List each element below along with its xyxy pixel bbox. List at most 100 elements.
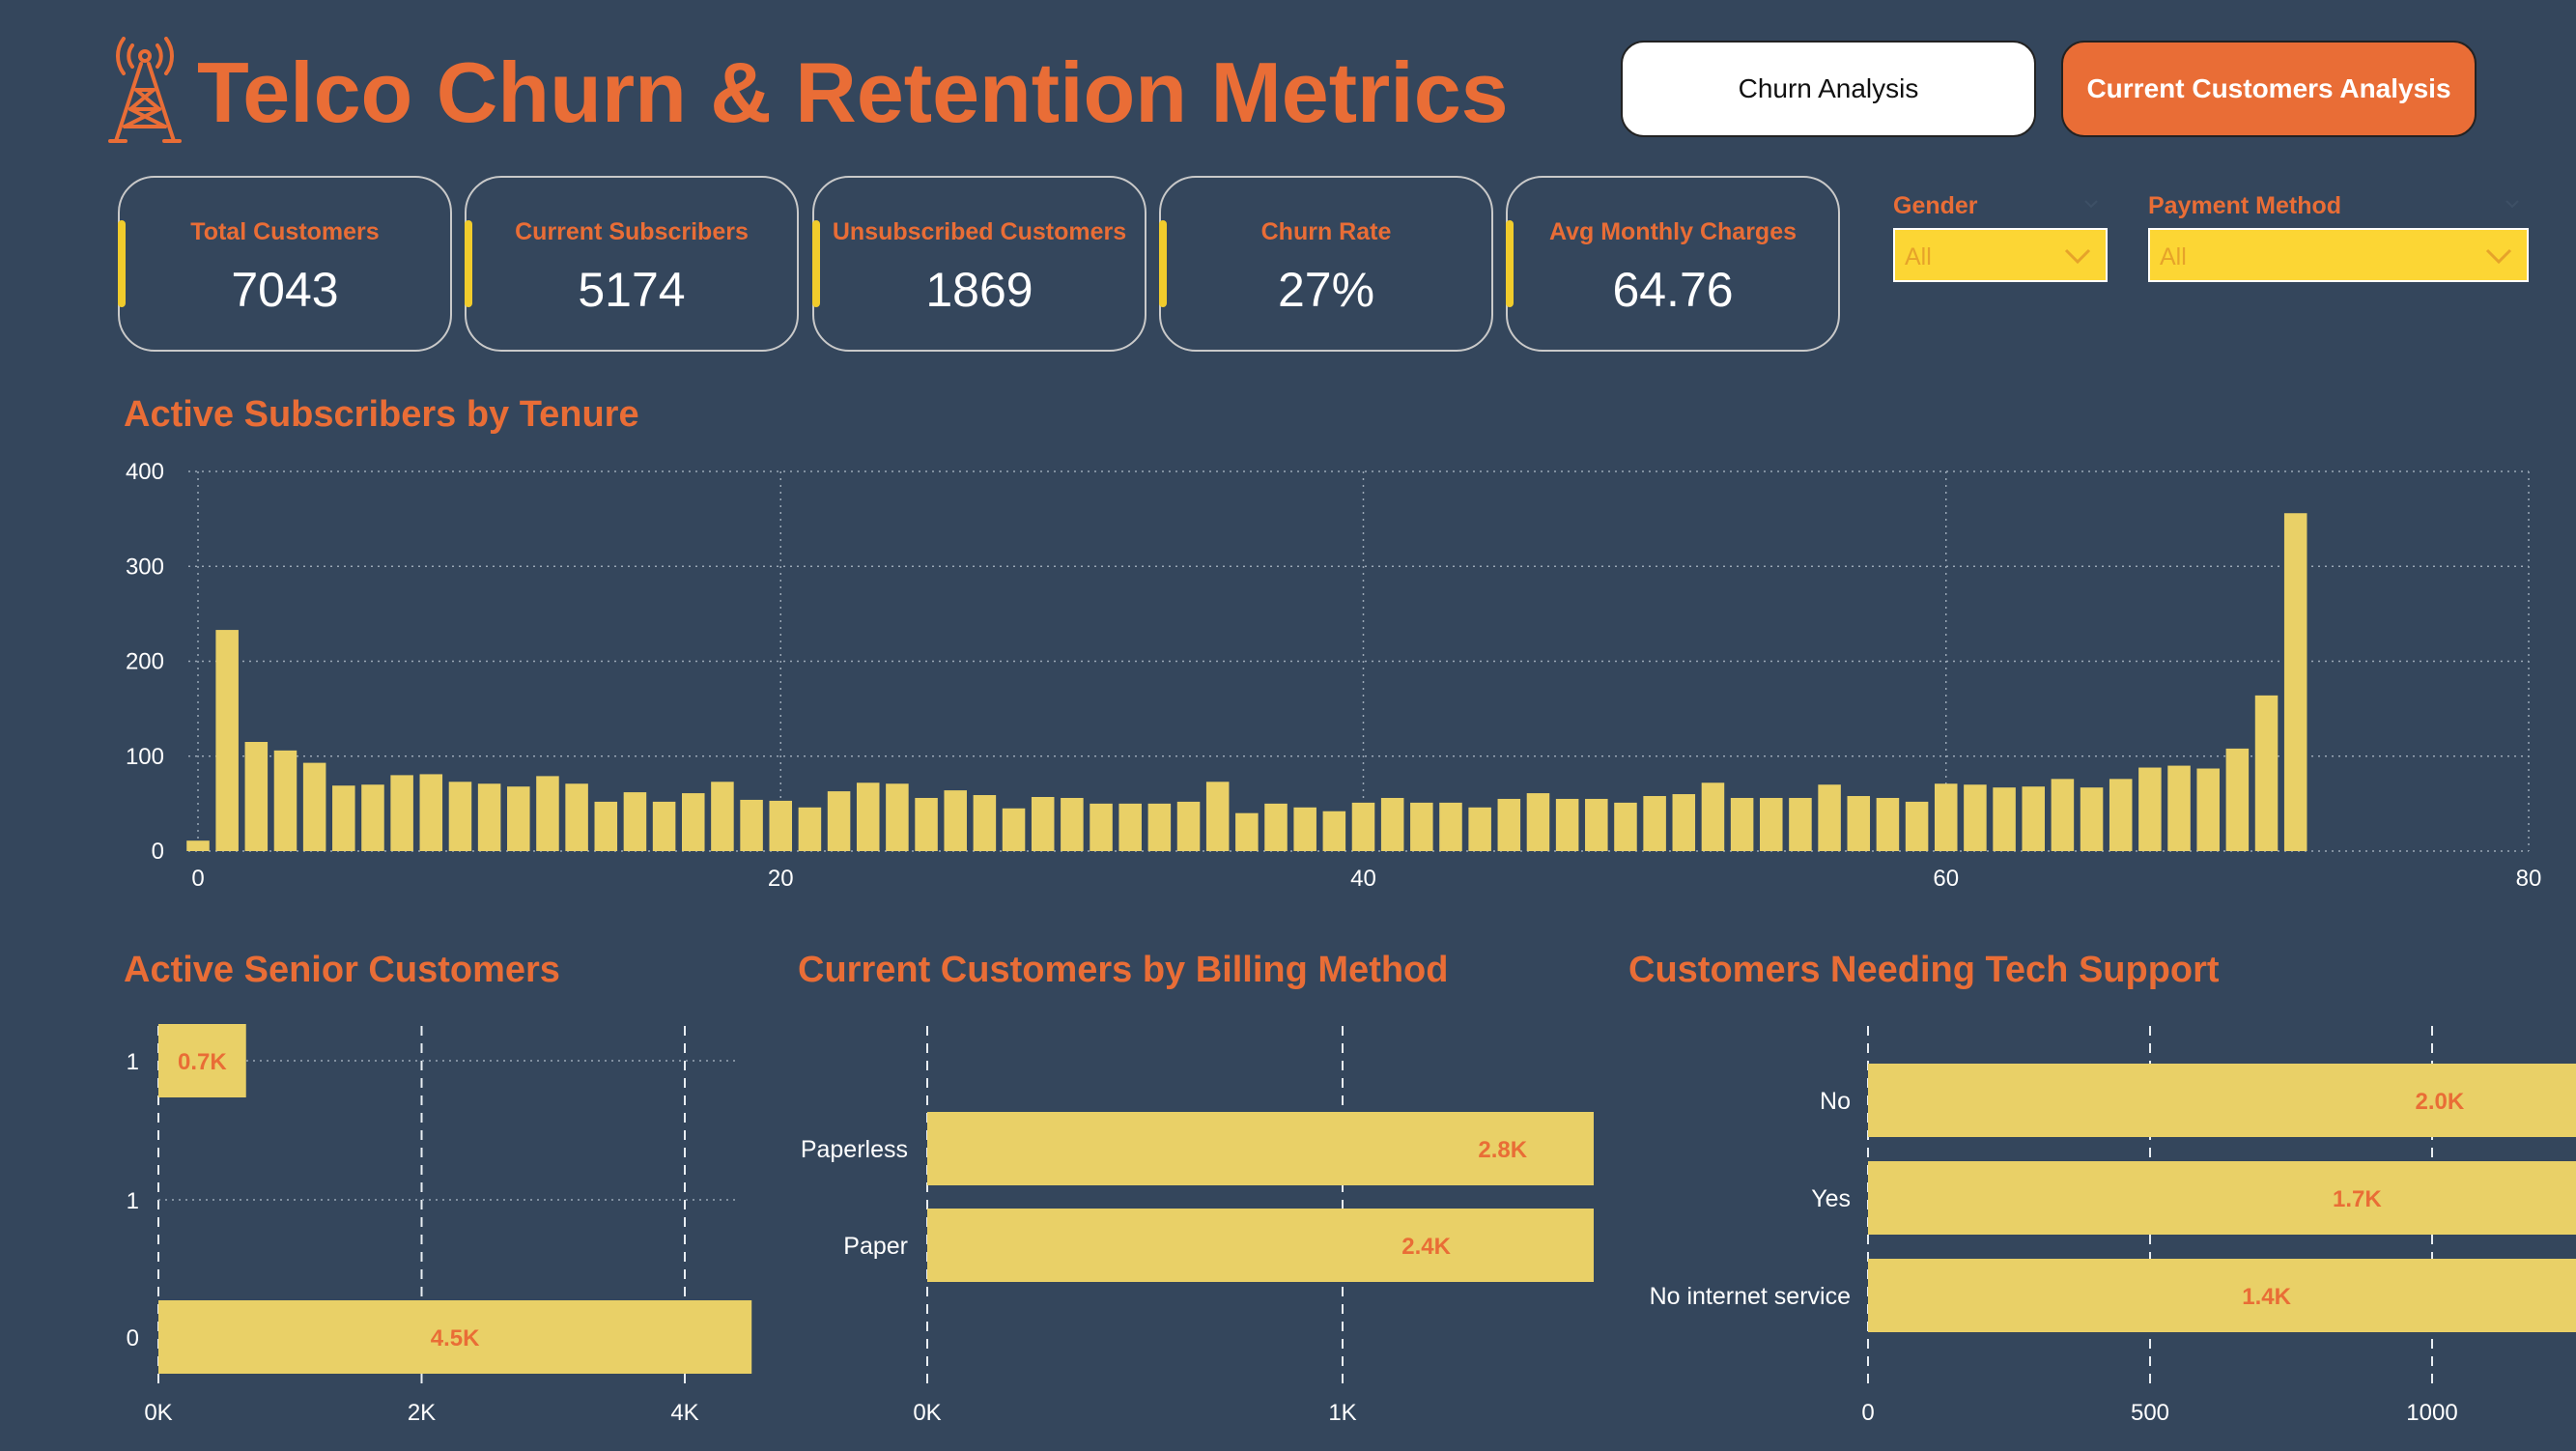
kpi-label: Avg Monthly Charges	[1548, 218, 1798, 245]
kpi-card-avg-monthly-charges: Avg Monthly Charges 64.76	[1506, 176, 1840, 352]
tenure-bar	[652, 801, 676, 851]
tenure-bar	[1380, 797, 1404, 851]
tenure-bar	[827, 791, 851, 851]
x-tick-label: 60	[1933, 866, 1959, 892]
tenure-bar	[2051, 779, 2075, 851]
bar	[158, 1300, 752, 1374]
tenure-bar	[1497, 798, 1521, 851]
x-tick-label: 0K	[144, 1400, 172, 1426]
tenure-bar	[798, 807, 822, 851]
tenure-bar	[1526, 793, 1550, 851]
tenure-bar	[390, 775, 413, 851]
tenure-bar	[769, 800, 793, 851]
tenure-bar	[302, 762, 326, 851]
tenure-bar	[2254, 695, 2279, 851]
category-label: Yes	[1811, 1185, 1851, 1212]
tenure-bar	[944, 790, 967, 851]
x-tick-label: 4K	[670, 1400, 698, 1426]
tenure-bar	[1264, 803, 1288, 851]
x-tick-label: 20	[768, 866, 794, 892]
data-label: 4.5K	[431, 1325, 480, 1351]
tenure-bar	[1760, 797, 1783, 851]
card-accent	[465, 220, 472, 307]
data-label: 2.4K	[1401, 1234, 1451, 1260]
payment-method-slicer: Payment Method All	[2148, 189, 2529, 282]
tenure-bar	[507, 786, 530, 851]
payment-slicer-label: Payment Method	[2148, 189, 2529, 228]
category-label: 1	[127, 1188, 139, 1214]
bar	[927, 1112, 1594, 1185]
tenure-bar	[1147, 803, 1172, 851]
bar	[1868, 1259, 2576, 1332]
chevron-down-icon	[2064, 248, 2091, 265]
tenure-bar	[1090, 803, 1113, 851]
data-label: 1.7K	[2333, 1186, 2382, 1212]
tenure-bar	[1205, 782, 1230, 851]
tenure-bar	[2167, 765, 2191, 851]
tenure-bar	[2109, 779, 2133, 851]
dashboard-title: Telco Churn & Retention Metrics	[197, 44, 1509, 140]
kpi-value: 7043	[231, 263, 339, 317]
tenure-bar	[1818, 784, 1841, 851]
tenure-bar	[1176, 801, 1201, 851]
x-tick-label: 1000	[2406, 1400, 2457, 1426]
category-label: No	[1820, 1088, 1851, 1115]
y-tick-label: 300	[126, 554, 164, 580]
tenure-bar	[623, 792, 647, 851]
chevron-down-icon	[2485, 248, 2512, 265]
kpi-label: Unsubscribed Customers	[832, 218, 1127, 245]
gender-dropdown[interactable]: All	[1893, 228, 2108, 282]
payment-method-dropdown[interactable]: All	[2148, 228, 2529, 282]
tenure-bar	[681, 793, 705, 851]
tenure-bar	[1293, 807, 1316, 851]
tenure-chart: 0 100 200 300 400 0 20 40 60 80	[126, 459, 2542, 892]
chevron-down-icon[interactable]	[2084, 197, 2098, 211]
tech-support-chart-title: Customers Needing Tech Support	[1628, 950, 2220, 990]
tenure-bar	[1789, 797, 1812, 851]
data-label: 2.8K	[1478, 1137, 1527, 1163]
gender-slicer-label: Gender	[1893, 189, 2108, 228]
x-tick-label: 80	[2516, 866, 2542, 892]
tenure-bar	[1614, 802, 1637, 851]
kpi-card-current-subscribers: Current Subscribers 5174	[465, 176, 799, 352]
tenure-bar	[1876, 797, 1900, 851]
tenure-bar	[2225, 748, 2250, 851]
x-tick-label: 1K	[1328, 1400, 1356, 1426]
senior-chart-title: Active Senior Customers	[124, 950, 560, 990]
tenure-bar	[361, 784, 384, 851]
tenure-bar	[1847, 796, 1871, 851]
data-label: 1.4K	[2242, 1284, 2291, 1310]
y-tick-label: 100	[126, 744, 164, 770]
tenure-bar	[886, 783, 909, 851]
tenure-bar	[1002, 808, 1026, 851]
kpi-label: Current Subscribers	[515, 218, 749, 245]
payment-label-text: Payment Method	[2148, 192, 2342, 219]
kpi-label: Total Customers	[190, 218, 380, 245]
chevron-down-icon[interactable]	[2505, 197, 2519, 211]
tenure-bar	[740, 799, 763, 851]
x-tick-label: 0K	[913, 1400, 941, 1426]
tenure-bar	[1672, 794, 1696, 851]
gender-slicer: Gender All	[1893, 189, 2108, 282]
kpi-card-unsubscribed-customers: Unsubscribed Customers 1869	[812, 176, 1146, 352]
tenure-bar	[244, 742, 269, 851]
churn-analysis-button[interactable]: Churn Analysis	[1621, 41, 2036, 137]
current-customers-analysis-button[interactable]: Current Customers Analysis	[2061, 41, 2477, 137]
tenure-bar	[2138, 767, 2162, 851]
card-accent	[118, 220, 126, 307]
x-tick-label: 500	[2131, 1400, 2169, 1426]
tenure-bar	[1439, 802, 1462, 851]
tenure-bar	[915, 797, 938, 851]
tenure-bar	[1322, 811, 1346, 851]
tenure-bar	[1031, 796, 1055, 851]
x-tick-label: 0	[191, 866, 204, 892]
tenure-bar	[1964, 784, 1987, 851]
tenure-bar	[1555, 798, 1579, 851]
tenure-bar	[1643, 796, 1666, 851]
kpi-value: 5174	[578, 263, 686, 317]
kpi-card-churn-rate: Churn Rate 27%	[1159, 176, 1493, 352]
bar	[158, 1024, 246, 1097]
kpi-card-total-customers: Total Customers 7043	[118, 176, 452, 352]
